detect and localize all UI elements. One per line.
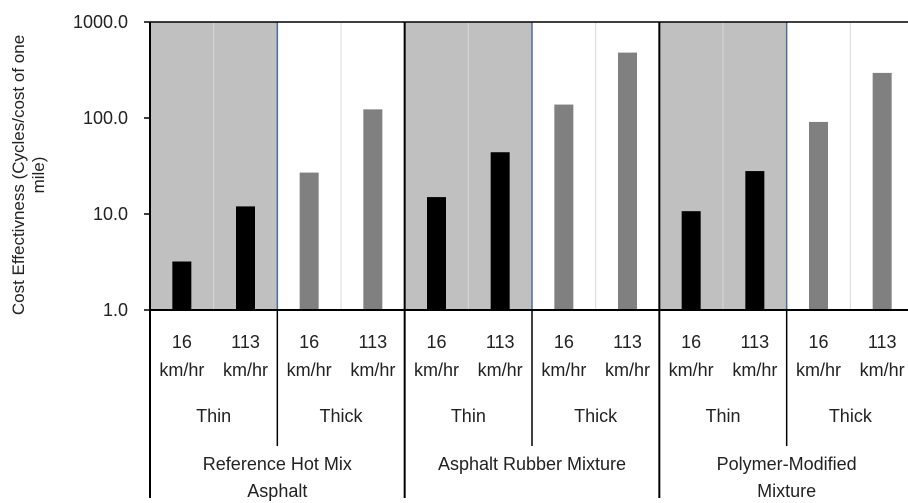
bar-8 [681,211,701,310]
speed-label-value: 113 [613,332,642,352]
speed-label-value: 113 [231,332,260,352]
speed-label-value: 113 [868,332,897,352]
speed-label-unit: km/hr [414,360,459,380]
separator-layer [276,22,788,446]
group-label-line1: Reference Hot Mix [203,454,352,474]
group-label-line1: Polymer-Modified [717,454,857,474]
thickness-label: Thick [319,406,363,426]
bar-4 [427,197,446,310]
bar-5 [490,152,510,310]
speed-label-value: 113 [486,332,515,352]
speed-label-unit: km/hr [796,360,841,380]
y-axis-label-line1: Cost Effectivness (Cycles/cost of one [9,35,28,315]
bar-layer [172,52,892,311]
speed-label-unit: km/hr [287,360,332,380]
thickness-label: Thin [705,406,740,426]
speed-label-value: 113 [358,332,387,352]
speed-label-unit: km/hr [350,360,395,380]
thickness-label: Thin [451,406,486,426]
axis-layer [144,21,908,498]
bar-7 [618,52,637,311]
thickness-label: Thin [196,406,231,426]
speed-label-value: 16 [172,332,192,352]
group-label-line2: Asphalt [247,481,307,501]
grid-layer [213,22,851,310]
group-label-line1: Asphalt Rubber Mixture [438,454,626,474]
bar-3 [363,109,383,310]
bar-2 [299,172,319,310]
group-label-line2: Mixture [757,481,816,501]
speed-label-unit: km/hr [223,360,268,380]
bar-1 [236,206,255,310]
speed-label-value: 16 [299,332,319,352]
speed-label-value: 16 [426,332,446,352]
thickness-label: Thick [574,406,618,426]
label-layer: 1.0 10.0 100.0 1000.0 16 km/hr 113 km/hr Thin 16 k… [73,12,905,501]
y-axis-label-line2: mile) [29,157,48,194]
speed-label-unit: km/hr [732,360,777,380]
speed-label-value: 16 [554,332,574,352]
speed-label-unit: km/hr [478,360,523,380]
y-tick-label: 1.0 [103,300,128,320]
speed-label-unit: km/hr [605,360,650,380]
speed-label-value: 113 [740,332,769,352]
bar-11 [872,72,892,310]
bar-6 [554,104,574,310]
bar-10 [809,121,828,310]
thickness-label: Thick [829,406,873,426]
y-tick-label: 1000.0 [73,12,128,32]
bar-0 [172,261,192,310]
y-tick-label: 100.0 [83,108,128,128]
y-tick-label: 10.0 [93,204,128,224]
speed-label-value: 16 [681,332,701,352]
speed-label-unit: km/hr [669,360,714,380]
speed-label-unit: km/hr [541,360,586,380]
bar-9 [745,171,765,310]
speed-label-unit: km/hr [159,360,204,380]
speed-label-value: 16 [808,332,828,352]
speed-label-unit: km/hr [860,360,905,380]
